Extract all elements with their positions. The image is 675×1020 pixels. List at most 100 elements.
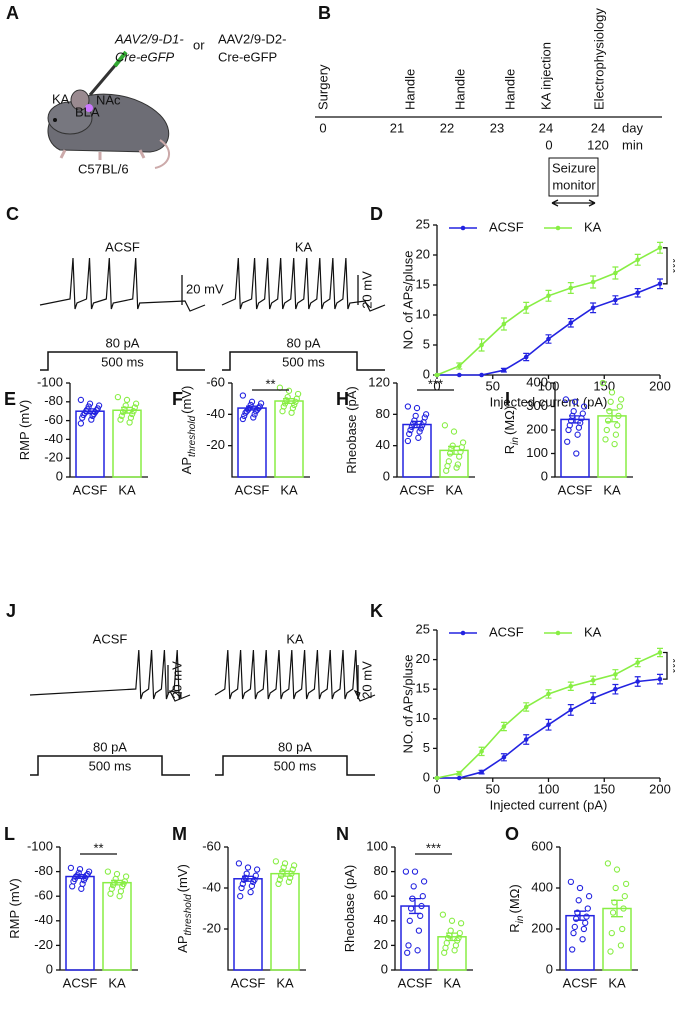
condition-label: KA	[286, 631, 304, 646]
min-unit: min	[622, 137, 643, 152]
bar	[565, 914, 595, 971]
y-tick-label: 0	[423, 366, 430, 381]
error-bar	[84, 408, 96, 415]
duration-label: 500 ms	[89, 758, 132, 773]
data-point	[568, 320, 574, 326]
data-point	[272, 858, 280, 865]
bar	[560, 418, 590, 478]
scale-label: 20 mV	[359, 271, 374, 309]
min-label: 0	[545, 137, 552, 152]
data-point	[604, 860, 612, 867]
significance-bracket	[663, 247, 668, 285]
y-axis-label: Rheobase (pA)	[344, 386, 359, 473]
significance-label: ***	[428, 376, 443, 391]
data-point	[281, 860, 289, 867]
y-tick-label: 400	[531, 879, 553, 894]
data-point	[570, 929, 577, 937]
data-point	[404, 403, 412, 410]
bar	[112, 409, 142, 478]
current-label: 80 pA	[106, 335, 140, 350]
data-point	[585, 893, 593, 900]
significance-label: ***	[666, 258, 675, 273]
data-point	[568, 285, 574, 291]
data-point	[248, 882, 256, 890]
data-point	[479, 372, 484, 378]
vector-label: AAV2/9-D1-	[114, 31, 184, 46]
x-tick-label: 200	[649, 378, 671, 393]
data-point	[247, 401, 254, 409]
data-point	[604, 417, 612, 424]
data-point	[501, 724, 507, 729]
data-point	[580, 925, 588, 933]
data-point	[599, 379, 607, 387]
region-label: NAc	[96, 92, 121, 107]
data-point	[126, 419, 133, 426]
y-axis-label-sub: threshold	[183, 894, 194, 936]
data-point	[411, 417, 418, 424]
data-point	[287, 874, 294, 881]
current-step	[30, 755, 190, 776]
y-tick-label: -40	[34, 912, 53, 927]
data-point	[613, 686, 618, 692]
vector-label: Cre-eGFP	[218, 49, 277, 64]
data-point	[112, 875, 119, 883]
data-point	[285, 387, 293, 394]
bar	[237, 407, 267, 478]
y-tick-label: -60	[34, 888, 53, 903]
data-point	[609, 909, 617, 916]
y-axis-label-main: AP	[175, 935, 190, 952]
y-tick-label: 10	[416, 710, 430, 725]
y-tick-label: -20	[34, 937, 53, 952]
x-tick-label: KA	[280, 482, 298, 497]
x-tick-label: 0	[433, 378, 440, 393]
current-step	[215, 755, 375, 776]
data-point	[292, 398, 299, 405]
y-tick-label: -40	[44, 431, 63, 446]
data-point	[88, 416, 95, 423]
data-point	[251, 411, 258, 418]
x-tick-label: 50	[486, 781, 500, 796]
data-point	[404, 949, 411, 956]
min-label: 120	[587, 137, 609, 152]
significance-label: ***	[426, 840, 441, 855]
data-point	[620, 905, 627, 912]
y-tick-label: 20	[416, 246, 430, 261]
panel-label: H	[336, 389, 349, 409]
y-axis-label: RMP (mV)	[7, 878, 22, 938]
current-label: 80 pA	[287, 335, 321, 350]
data-point	[253, 866, 261, 873]
y-tick-label: 120	[368, 374, 390, 389]
bar	[270, 872, 300, 971]
error-bar	[246, 405, 258, 411]
data-point	[576, 884, 584, 892]
data-point	[290, 862, 298, 869]
x-tick-label: ACSF	[400, 482, 435, 497]
current-label: 80 pA	[93, 739, 127, 754]
monitor-box	[548, 157, 599, 197]
data-point	[523, 305, 529, 311]
significance-label: **	[265, 376, 275, 391]
scale-label: 20 mV	[169, 661, 184, 699]
significance-label: **	[93, 840, 103, 855]
y-tick-label: 0	[423, 769, 430, 784]
monitor-label: monitor	[552, 177, 596, 192]
scale-label: 20 mV	[186, 281, 224, 296]
x-tick-label: 100	[538, 378, 560, 393]
y-tick-label: 0	[56, 468, 63, 483]
panel-label: A	[6, 3, 19, 23]
data-point	[79, 414, 86, 421]
injection-label: KA	[52, 91, 70, 106]
y-tick-label: 0	[381, 961, 388, 976]
bar	[602, 907, 632, 971]
data-point	[413, 404, 421, 412]
condition-label: KA	[295, 239, 313, 254]
legend-label: KA	[584, 219, 602, 234]
data-point	[523, 737, 529, 742]
axes	[436, 630, 660, 779]
data-point	[450, 428, 458, 435]
data-point	[416, 428, 423, 435]
data-point	[241, 412, 248, 420]
y-axis-label-main: Rheobase (pA)	[342, 865, 357, 952]
data-point	[410, 883, 417, 890]
data-point	[613, 297, 618, 303]
